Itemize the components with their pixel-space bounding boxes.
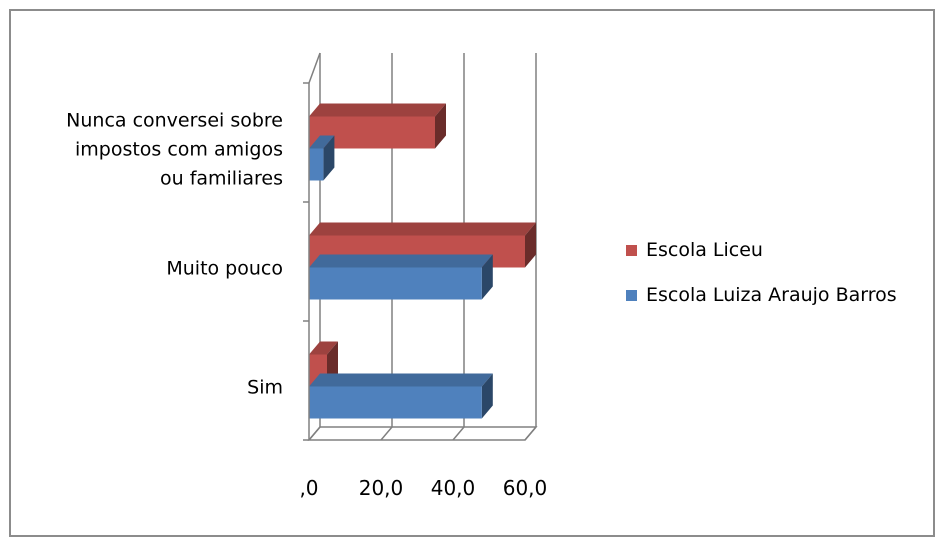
bar xyxy=(309,254,493,300)
legend-swatch xyxy=(626,245,637,256)
bar-top-face xyxy=(309,254,493,268)
x-tick-label: ,0 xyxy=(299,476,318,500)
floor-gridline xyxy=(452,426,465,441)
floor xyxy=(307,426,538,441)
category-labels: Nunca conversei sobre impostos com amigos… xyxy=(66,110,283,399)
category-label: ou familiares xyxy=(160,168,283,190)
bar-top-face xyxy=(309,373,493,387)
bar-top-face xyxy=(309,103,446,117)
bar-side-face xyxy=(435,103,446,149)
bar xyxy=(309,373,493,419)
bar-side-face xyxy=(525,222,536,268)
bar-top-face xyxy=(309,135,335,149)
legend-label: Escola Luiza Araujo Barros xyxy=(646,284,897,306)
bar-side-face xyxy=(323,135,335,181)
x-tick-label: 60,0 xyxy=(503,476,548,500)
category-label: Nunca conversei sobre xyxy=(66,110,283,132)
chart-frame: Nunca conversei sobre impostos com amigos… xyxy=(9,9,935,537)
bar-top-face xyxy=(309,341,338,355)
legend-swatch xyxy=(626,290,637,301)
bar-side-face xyxy=(481,254,493,300)
x-tick-labels: ,0 20,0 40,0 60,0 xyxy=(299,476,547,500)
legend: Escola Liceu Escola Luiza Araujo Barros xyxy=(626,239,897,306)
category-label: Sim xyxy=(247,377,283,399)
bars xyxy=(309,103,536,419)
floor-gridline xyxy=(308,426,321,441)
x-tick-label: 20,0 xyxy=(359,476,404,500)
floor-gridline xyxy=(380,426,393,441)
bar-front-face xyxy=(309,386,482,419)
bar-side-face xyxy=(481,373,493,419)
bar-top-face xyxy=(309,222,536,236)
category-axis-top xyxy=(308,52,321,84)
axes xyxy=(303,52,321,441)
bar-chart: Nunca conversei sobre impostos com amigos… xyxy=(66,52,897,500)
legend-label: Escola Liceu xyxy=(646,239,763,261)
x-tick-label: 40,0 xyxy=(431,476,476,500)
floor-gridline xyxy=(524,426,537,441)
category-label: impostos com amigos xyxy=(75,139,283,161)
bar xyxy=(309,135,335,181)
bar-front-face xyxy=(309,267,482,300)
bar-front-face xyxy=(309,148,324,181)
category-label: Muito pouco xyxy=(166,258,283,280)
